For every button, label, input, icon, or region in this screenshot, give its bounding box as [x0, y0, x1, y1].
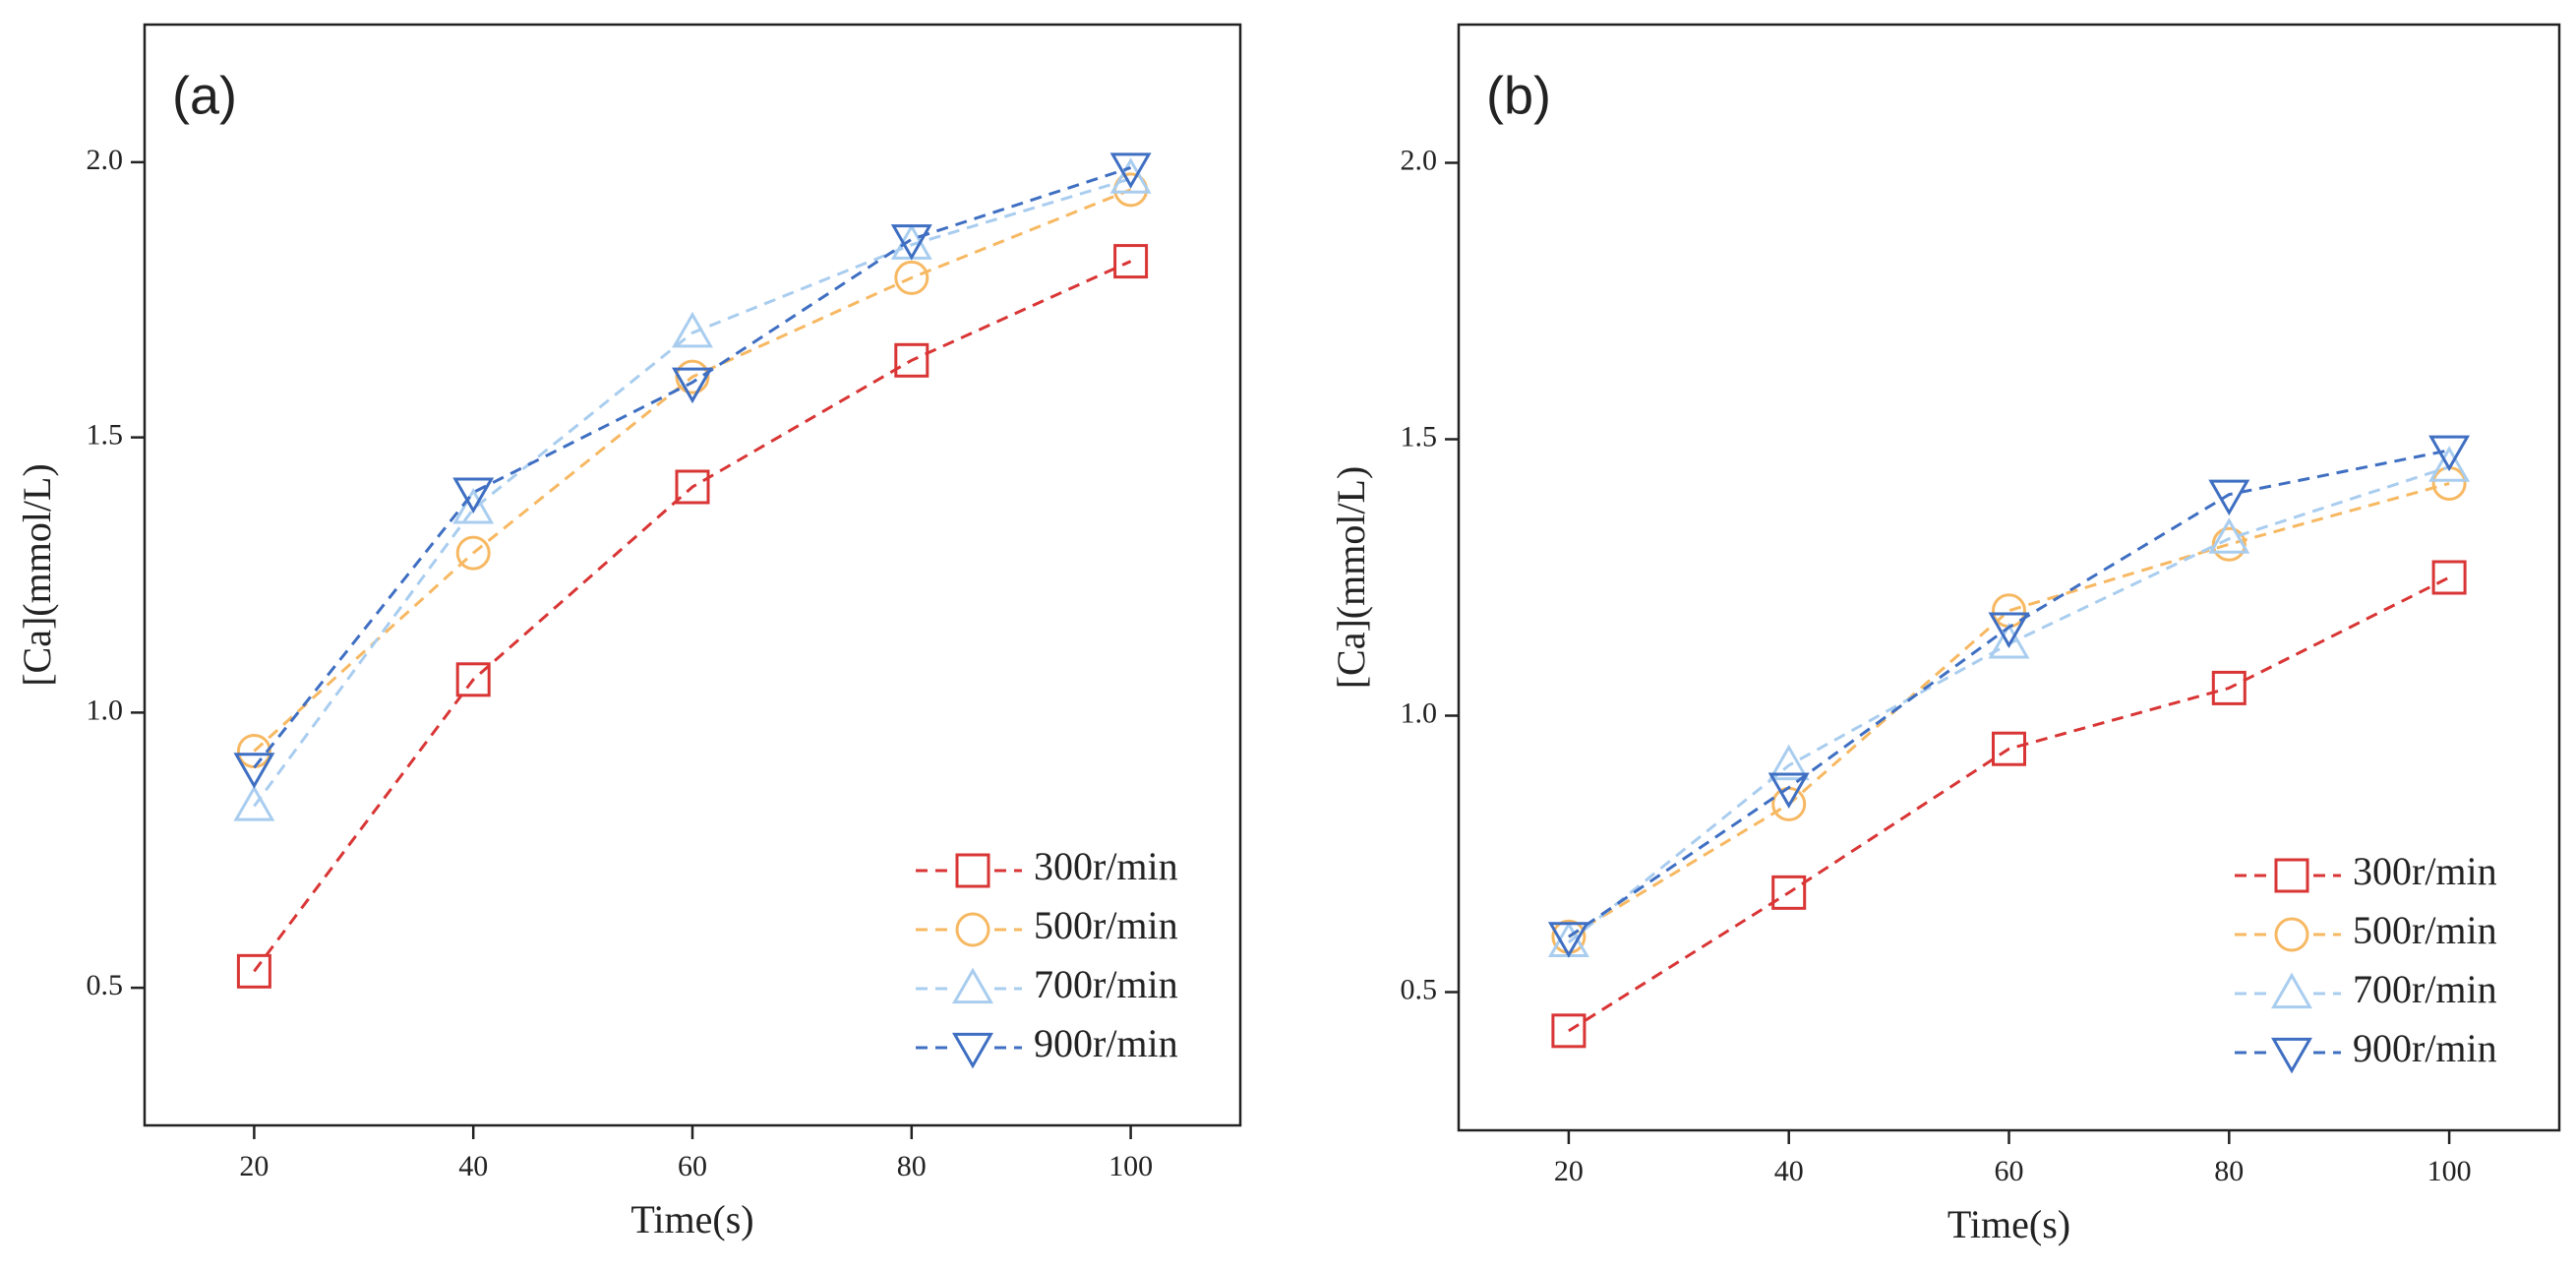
legend-marker: [955, 912, 990, 947]
marker: [1551, 1013, 1587, 1049]
legend-marker: [2274, 917, 2309, 952]
legend-bg: [2272, 915, 2311, 954]
marker: [452, 487, 495, 524]
x-axis-title: Time(s): [1947, 1202, 2070, 1246]
y-tick-label: 1.0: [1401, 696, 1438, 729]
marker: [452, 477, 495, 514]
marker: [2428, 435, 2471, 472]
marker: [890, 224, 932, 261]
marker: [1767, 744, 1810, 781]
panel-label: (b): [1486, 66, 1551, 125]
legend-label: 500r/min: [1034, 903, 1178, 947]
marker: [1547, 922, 1589, 958]
legend-label: 700r/min: [2353, 967, 2497, 1011]
marker: [2208, 517, 2250, 554]
marker: [1992, 731, 2026, 766]
plot-frame: [143, 23, 1242, 1127]
y-tick-label: 0.5: [1401, 973, 1438, 1005]
y-tick-label: 1.5: [1401, 420, 1438, 453]
series-line: [253, 166, 1132, 769]
legend-label: 700r/min: [1034, 962, 1178, 1006]
marker: [1767, 772, 1810, 809]
marker: [2211, 526, 2247, 562]
y-axis-title: [Ca](mmol/L): [1329, 466, 1373, 690]
y-tick-label: 1.0: [87, 694, 124, 726]
plot-frame: [1457, 23, 2561, 1132]
panel-label: (a): [172, 66, 237, 125]
legend-label: 500r/min: [2353, 908, 2497, 952]
marker: [675, 359, 710, 394]
marker: [233, 753, 275, 789]
legend-marker: [2271, 972, 2312, 1009]
marker: [894, 260, 929, 295]
marker: [233, 785, 275, 821]
legend-bg: [2272, 856, 2311, 895]
x-tick-label: 80: [2214, 1155, 2244, 1187]
x-tick-label: 60: [678, 1150, 707, 1182]
marker: [672, 367, 713, 404]
marker: [1109, 152, 1152, 189]
marker: [2211, 670, 2247, 705]
series-line: [1568, 575, 2450, 1033]
legend-marker: [952, 1032, 993, 1069]
marker: [1771, 875, 1807, 910]
y-axis-title: [Ca](mmol/L): [15, 463, 59, 687]
legend-marker: [2274, 858, 2309, 893]
y-tick-label: 2.0: [87, 144, 124, 176]
marker: [1988, 623, 2030, 659]
x-tick-label: 100: [1108, 1150, 1153, 1182]
marker: [890, 223, 932, 260]
marker: [672, 311, 713, 348]
legend-bg: [953, 851, 992, 890]
marker: [1988, 612, 2030, 648]
x-tick-label: 20: [239, 1150, 269, 1182]
x-tick-label: 60: [1995, 1155, 2024, 1187]
marker: [894, 342, 929, 378]
series-line: [253, 177, 1132, 808]
legend-label: 300r/min: [2353, 849, 2497, 893]
marker: [1113, 244, 1149, 279]
series-line: [1568, 449, 2450, 938]
x-tick-label: 40: [458, 1150, 488, 1182]
y-tick-label: 2.0: [1401, 144, 1438, 176]
marker: [455, 535, 491, 571]
series-line: [253, 260, 1132, 973]
legend-marker: [952, 967, 993, 1004]
legend-marker: [2271, 1037, 2312, 1074]
x-tick-label: 20: [1554, 1155, 1584, 1187]
marker: [236, 953, 271, 989]
marker: [1992, 593, 2026, 629]
legend-label: 300r/min: [1034, 844, 1178, 888]
x-tick-label: 80: [897, 1150, 927, 1182]
marker: [2208, 479, 2250, 516]
x-axis-title: Time(s): [630, 1197, 753, 1241]
marker: [1109, 157, 1152, 194]
series-line: [1567, 465, 2450, 944]
y-tick-label: 0.5: [87, 969, 124, 1001]
series-line: [253, 188, 1132, 753]
legend-label: 900r/min: [2353, 1026, 2497, 1070]
x-tick-label: 100: [2427, 1155, 2472, 1187]
x-tick-label: 40: [1774, 1155, 1804, 1187]
marker: [455, 662, 491, 697]
series-line: [1568, 482, 2450, 938]
y-tick-label: 1.5: [87, 419, 124, 452]
marker: [675, 469, 710, 505]
marker: [2431, 560, 2467, 595]
legend-marker: [955, 853, 990, 888]
legend-label: 900r/min: [1034, 1021, 1178, 1065]
legend-bg: [953, 910, 992, 949]
marker: [2428, 446, 2471, 482]
